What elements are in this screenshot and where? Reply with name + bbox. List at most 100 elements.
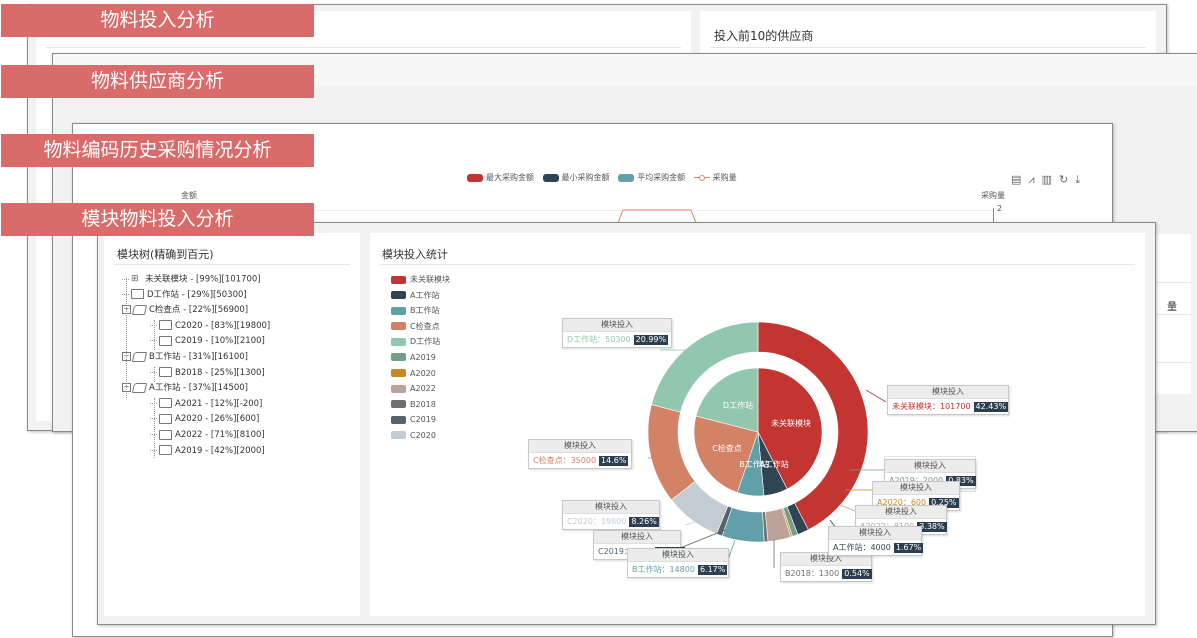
chart-title: 模块投入统计 <box>382 248 448 261</box>
legend-min[interactable]: 最小采购金额 <box>561 173 610 182</box>
legend-max[interactable]: 最大采购金额 <box>486 173 534 182</box>
legend-label: B2018 <box>410 399 436 409</box>
tree-node[interactable]: − A工作站 - [37%][14500] <box>122 381 248 395</box>
folder-icon <box>159 398 172 409</box>
chart-legend: 最大采购金额 最小采购金额 平均采购金额 采购量 <box>461 172 737 183</box>
tree-node[interactable]: B2018 - [25%][1300] <box>150 366 265 380</box>
legend-label: B工作站 <box>410 306 440 316</box>
legend-label: 未关联模块 <box>410 275 450 284</box>
tooltip-value: A2020：600 <box>877 498 927 507</box>
legend-label: A2022 <box>410 384 436 394</box>
panel-module-tree: 模块树(精确到百元) <box>104 233 360 616</box>
tree-node-label: B2018 - [25%][1300] <box>175 367 265 378</box>
legend-item[interactable]: A2019 <box>391 351 450 367</box>
legend-swatch <box>467 173 483 182</box>
tooltip-percent: 0.25% <box>929 498 959 508</box>
folder-icon <box>159 335 172 346</box>
tree-node[interactable]: ⊞ 未关联模块 - [99%][101700] <box>122 272 261 286</box>
panel-module-chart: 模块投入统计 <box>370 233 1145 616</box>
tree-connector <box>150 371 157 373</box>
tree-node-label: C检查点 - [22%][56900] <box>149 305 249 316</box>
tree-connector <box>150 418 157 420</box>
y-axis-right-tick: 2 <box>997 204 1003 213</box>
pie-tooltip: 模块投入 A2019：20000.83% <box>884 459 976 489</box>
y-axis-left-label: 金额 <box>181 191 197 200</box>
pie-tooltip: 模块投入 B2018：1300 0.54% <box>780 552 872 582</box>
legend-item[interactable]: 未关联模块 <box>391 273 450 289</box>
tooltip-value: B2018：1300 <box>785 569 840 578</box>
legend-item[interactable]: B2018 <box>391 398 450 414</box>
pie-tooltip: 模块投入 D工作站：50300 20.99% <box>562 318 672 348</box>
legend-item[interactable]: A工作站 <box>391 289 450 305</box>
tree-node[interactable]: A2020 - [26%][600] <box>150 412 259 426</box>
legend-item[interactable]: B工作站 <box>391 304 450 320</box>
legend-avg[interactable]: 平均采购金额 <box>637 173 686 182</box>
legend-item[interactable]: D工作站 <box>391 335 450 351</box>
legend-swatch <box>391 291 406 300</box>
legend-label: A2019 <box>410 352 436 362</box>
tooltip-value: 未关联模块：101700 <box>892 402 971 411</box>
tree-node[interactable]: A2022 - [71%][8100] <box>150 428 265 442</box>
folder-open-icon <box>131 351 148 362</box>
folder-open-icon <box>131 304 148 315</box>
download-icon[interactable]: ⤓ <box>1075 173 1081 186</box>
tree-guide-line <box>126 278 127 398</box>
tooltip-header: 模块投入 <box>594 531 680 544</box>
legend-item[interactable]: A2022 <box>391 382 450 398</box>
tree-connector <box>150 449 157 451</box>
legend-label: A工作站 <box>410 290 440 300</box>
window-module-input: 模块树(精确到百元) 模块投入统计 <box>97 222 1156 625</box>
tooltip-header: 模块投入 <box>885 460 975 473</box>
tree-node-label: 未关联模块 - [99%][101700] <box>145 274 261 285</box>
data-view-icon[interactable]: ▤ <box>1011 173 1022 186</box>
tooltip-header: 模块投入 <box>529 440 631 453</box>
legend-item[interactable]: C2020 <box>391 429 450 445</box>
tooltip-percent: 20.99% <box>633 335 669 345</box>
folder-icon <box>159 429 172 440</box>
tooltip-header: 模块投入 <box>829 527 921 540</box>
tooltip-percent: 8.26% <box>629 517 659 527</box>
tooltip-percent: 1.67% <box>893 543 924 553</box>
tooltip-percent: 0.54% <box>842 569 872 579</box>
tooltip-header: 模块投入 <box>888 386 1008 399</box>
folder-icon <box>159 413 172 424</box>
chart-toolbox: ▤ ⩘ ▥ ↻ ⤓ <box>1011 173 1087 187</box>
legend-label: A2020 <box>410 368 436 378</box>
legend-qty[interactable]: 采购量 <box>712 173 737 182</box>
tree-node[interactable]: D工作站 - [29%][50300] <box>122 288 247 302</box>
tree-node[interactable]: A2021 - [12%][-200] <box>150 397 262 411</box>
legend-item[interactable]: C检查点 <box>391 320 450 336</box>
tooltip-percent: 14.6% <box>599 456 629 466</box>
tree-node[interactable]: A2019 - [42%][2000] <box>150 444 265 458</box>
tree-title: 模块树(精确到百元) <box>117 248 214 261</box>
tooltip-value: A2019：2000 <box>889 476 943 485</box>
folder-icon <box>159 445 172 456</box>
restore-icon[interactable]: ↻ <box>1059 173 1069 186</box>
legend-swatch <box>391 369 406 378</box>
bar-chart-icon[interactable]: ▥ <box>1041 173 1053 186</box>
tooltip-header: 模块投入 <box>563 501 659 514</box>
legend-swatch <box>391 415 406 424</box>
tooltip-header: 模块投入 <box>563 319 671 332</box>
legend-item[interactable]: A2020 <box>391 367 450 383</box>
pie-tooltip: 模块投入 C检查点：35000 14.6% <box>528 439 632 469</box>
tree-node[interactable]: − B工作站 - [31%][16100] <box>122 350 248 364</box>
tooltip-header: 模块投入 <box>628 549 728 562</box>
tree-node-label: D工作站 - [29%][50300] <box>147 289 247 300</box>
grid-line <box>203 210 993 211</box>
legend-line-marker <box>693 175 710 181</box>
line-chart-icon[interactable]: ⩘ <box>1028 173 1035 186</box>
tree-connector <box>150 402 157 404</box>
tree-connector <box>150 434 157 435</box>
tree-connector <box>150 324 157 326</box>
table-header-cell: 量 <box>1167 302 1177 313</box>
tree-node[interactable]: C2020 - [83%][19800] <box>150 319 270 333</box>
tooltip-value: B工作站：14800 <box>632 565 695 574</box>
tree-node[interactable]: C2019 - [10%][2100] <box>150 334 265 348</box>
legend-swatch <box>391 400 406 409</box>
tree-node-label: B工作站 - [31%][16100] <box>149 352 248 362</box>
pie-tooltip: 模块投入 A工作站：4000 1.67% <box>828 526 924 556</box>
tree-node[interactable]: − C检查点 - [22%][56900] <box>122 303 248 317</box>
folder-icon <box>159 367 172 378</box>
legend-item[interactable]: C2019 <box>391 413 450 429</box>
